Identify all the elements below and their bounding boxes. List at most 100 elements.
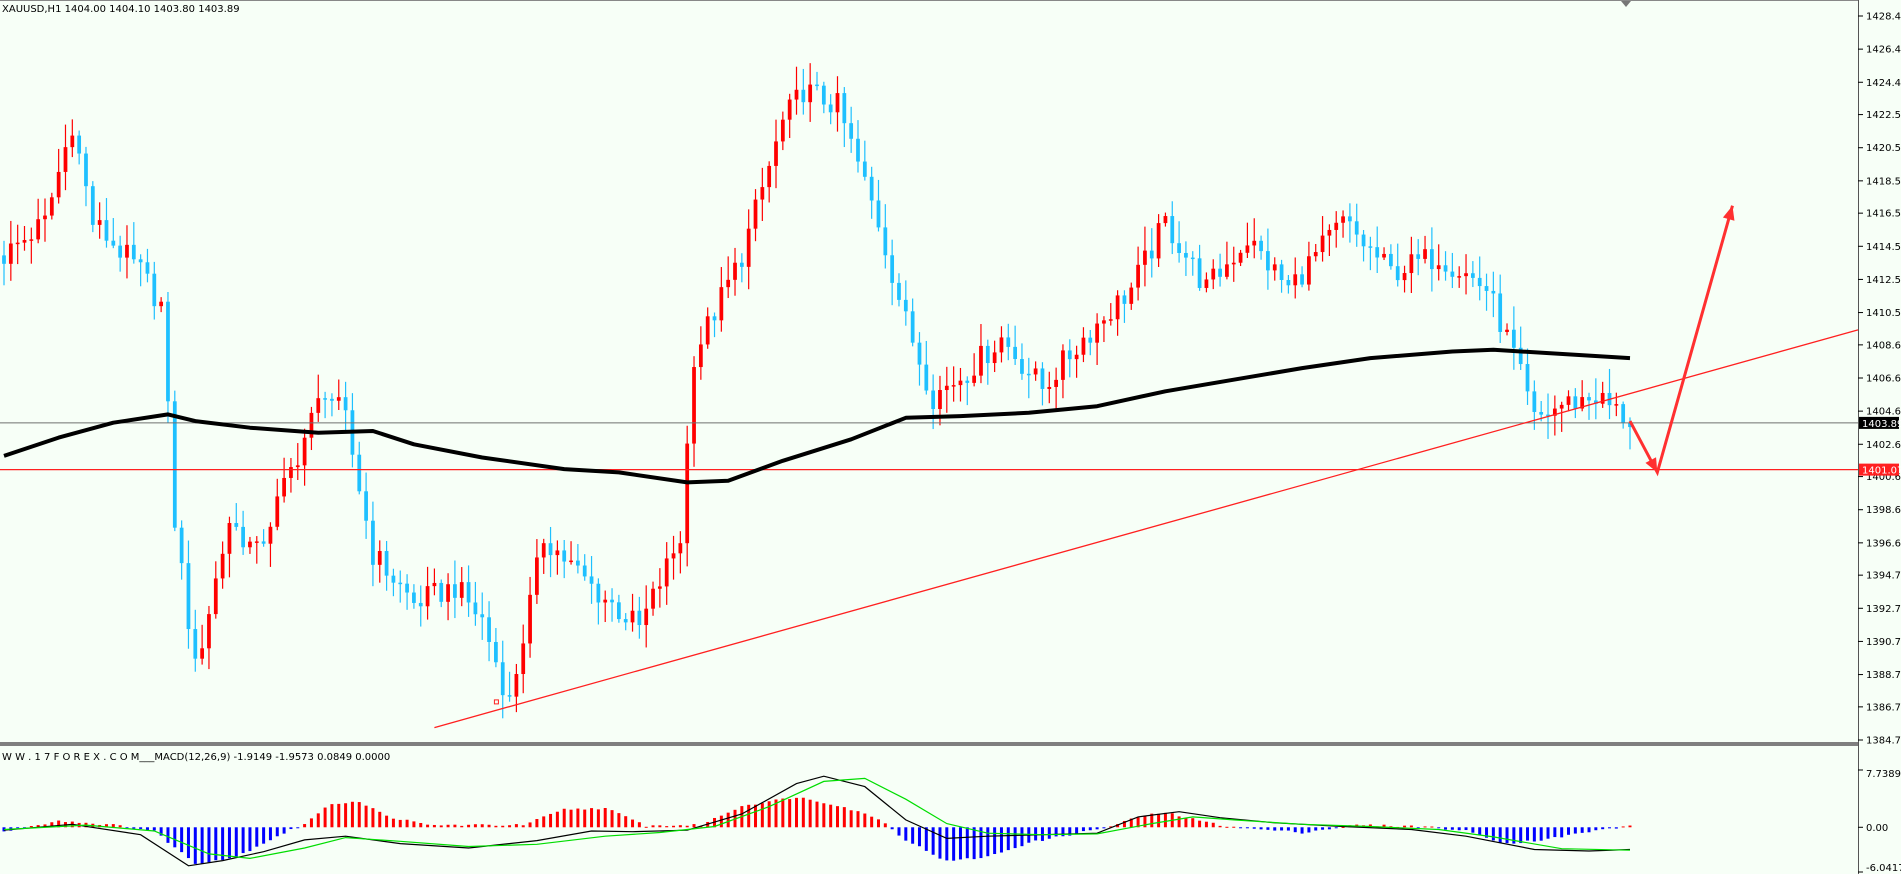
candle-body: [733, 262, 737, 280]
macd-histogram-bar: [29, 826, 33, 828]
candle-body: [1484, 286, 1489, 291]
candle-body: [1054, 379, 1058, 387]
macd-histogram-bar: [316, 813, 320, 828]
macd-histogram-bar: [1464, 827, 1468, 831]
candle-body: [985, 345, 990, 364]
candle-body: [972, 375, 977, 383]
candle-body: [705, 316, 710, 345]
candle-body: [36, 219, 41, 240]
macd-histogram-bar: [842, 807, 846, 828]
candle-body: [1136, 264, 1140, 288]
macd-histogram-bar: [255, 827, 259, 847]
candle-body: [494, 641, 498, 663]
candle-body: [159, 301, 164, 307]
candle-body: [172, 401, 177, 528]
price-tick-label: 1428.45: [1866, 12, 1901, 23]
macd-histogram-bar: [132, 827, 136, 829]
macd-histogram-bar: [1450, 827, 1454, 830]
macd-histogram-bar: [50, 822, 54, 828]
candle-body: [453, 584, 457, 598]
candle-body: [1423, 249, 1427, 259]
candle-body: [371, 520, 375, 565]
candle-body: [541, 543, 546, 558]
candle-body: [289, 467, 293, 478]
price-tick-label: 1420.50: [1866, 143, 1901, 154]
macd-histogram-bar: [1512, 827, 1516, 844]
candle-body: [726, 279, 731, 288]
price-tick-label: 1384.75: [1866, 736, 1901, 747]
macd-histogram-bar: [323, 807, 327, 828]
chart-shift-marker-icon[interactable]: [1621, 1, 1631, 7]
macd-histogram-bar: [104, 824, 108, 828]
candle-body: [890, 255, 895, 283]
candle-body: [282, 477, 286, 497]
candle-body: [917, 342, 922, 365]
candle-body: [828, 104, 833, 113]
price-tick-label: 1404.60: [1866, 407, 1901, 418]
macd-histogram-bar: [303, 824, 307, 828]
macd-histogram-bar: [644, 826, 648, 828]
price-tick-label: 1426.45: [1866, 45, 1901, 56]
candle-body: [22, 240, 27, 243]
candle-body: [1429, 249, 1434, 270]
candle-body: [336, 397, 341, 401]
macd-histogram-bar: [1423, 826, 1427, 828]
candle-body: [384, 551, 389, 576]
macd-histogram-bar: [57, 820, 61, 828]
macd-histogram-bar: [419, 822, 423, 828]
macd-histogram-bar: [159, 827, 163, 836]
macd-histogram-bar: [562, 808, 566, 828]
candle-body: [808, 84, 813, 103]
macd-histogram-bar: [467, 824, 471, 828]
candle-body: [1566, 396, 1571, 405]
macd-histogram-bar: [262, 827, 266, 844]
candle-body: [903, 299, 908, 312]
macd-histogram-bar: [1013, 827, 1017, 849]
macd-histogram-bar: [917, 827, 921, 847]
macd-histogram-bar: [774, 799, 778, 828]
candle-body: [377, 551, 382, 565]
macd-histogram-bar: [282, 827, 286, 834]
macd-histogram-bar: [576, 808, 580, 828]
macd-histogram-bar: [521, 825, 525, 828]
macd-histogram-bar: [22, 827, 26, 829]
macd-histogram-bar: [1628, 825, 1632, 828]
macd-histogram-bar: [1273, 827, 1277, 831]
macd-histogram-bar: [1539, 827, 1543, 841]
candle-body: [145, 262, 150, 274]
support-price-tag: 1401.07: [1862, 466, 1901, 477]
candle-body: [1621, 404, 1626, 423]
macd-histogram-bar: [1498, 827, 1502, 843]
candle-body: [1313, 252, 1318, 257]
candle-body: [938, 390, 942, 410]
candle-body: [1259, 240, 1263, 252]
macd-histogram-bar: [1307, 827, 1311, 833]
macd-histogram-bar: [849, 810, 853, 828]
candle-body: [746, 228, 751, 267]
candle-body: [1382, 253, 1386, 258]
macd-histogram-bar: [16, 827, 20, 829]
candle-body: [664, 558, 669, 587]
macd-histogram-bar: [795, 797, 799, 828]
candle-body: [569, 560, 573, 563]
candle-body: [1149, 250, 1154, 259]
macd-histogram-bar: [1300, 827, 1304, 834]
candle-body: [774, 141, 778, 166]
macd-histogram-bar: [193, 827, 197, 864]
macd-histogram-bar: [760, 803, 764, 828]
candle-body: [405, 583, 409, 593]
candle-body: [1006, 337, 1011, 347]
candle-body: [77, 135, 82, 154]
candle-body: [234, 523, 239, 527]
candle-body: [8, 243, 13, 264]
macd-histogram-bar: [1580, 827, 1584, 833]
macd-histogram-bar: [180, 827, 184, 853]
macd-histogram-bar: [808, 799, 812, 828]
macd-histogram-bar: [268, 827, 272, 841]
candle-body: [357, 454, 362, 492]
candle-body: [1026, 373, 1031, 376]
candle-body: [1074, 354, 1079, 360]
candle-body: [979, 345, 983, 376]
macd-histogram-bar: [1601, 827, 1605, 830]
